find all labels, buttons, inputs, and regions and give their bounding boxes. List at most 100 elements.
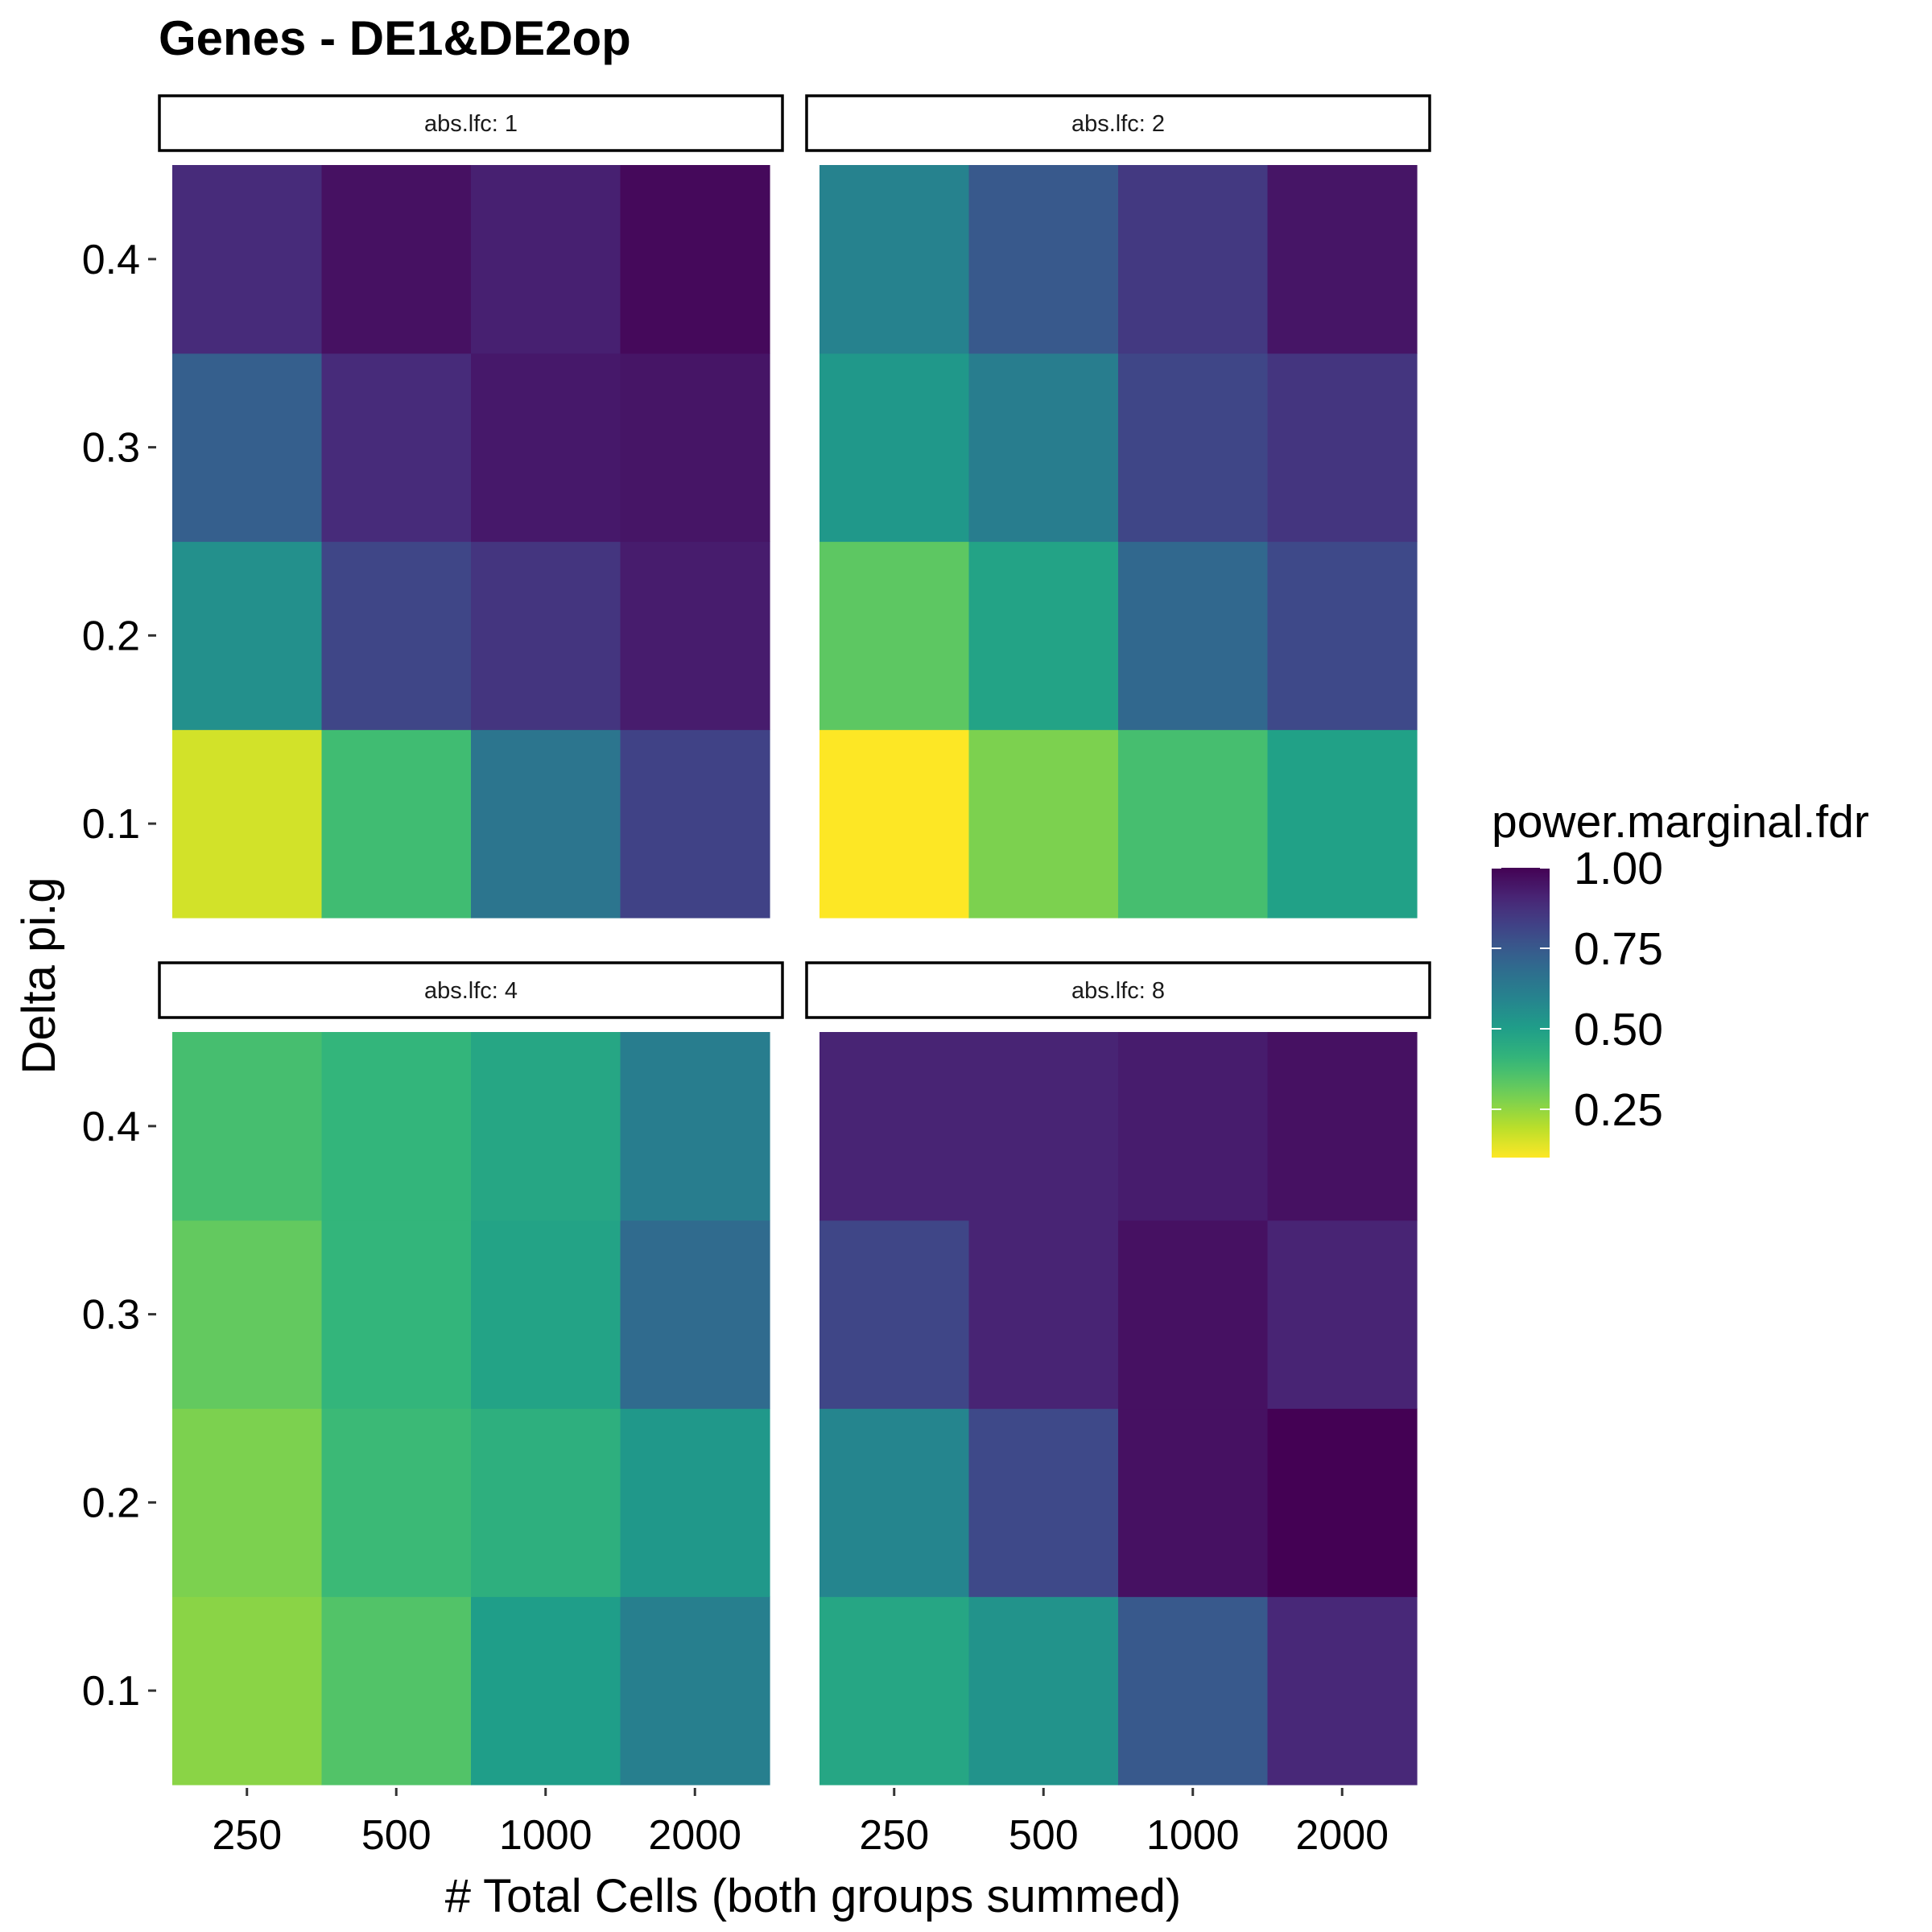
- facet-panel: abs.lfc: 1 0.1 0.2 0.3 0.4: [82, 94, 784, 919]
- heatmap-tile: [819, 353, 970, 543]
- facet-strip-label: abs.lfc: 8: [1071, 978, 1165, 1004]
- colorbar-tick-label: 1.00: [1574, 843, 1663, 894]
- heatmap-tile: [819, 165, 970, 354]
- x-tick-label: 2000: [1295, 1812, 1389, 1859]
- facet-strip: [805, 961, 1431, 1019]
- heatmap-tile: [968, 165, 1119, 354]
- y-axis-title: Delta pi.g: [13, 877, 65, 1074]
- heatmap-tile: [471, 1596, 621, 1785]
- x-tick-label: 2000: [648, 1812, 741, 1859]
- heatmap-tile: [321, 1596, 472, 1785]
- heatmap-tile: [968, 1596, 1119, 1785]
- heatmap-tile: [819, 1032, 970, 1221]
- heatmap-tile: [471, 1032, 621, 1221]
- colorbar-tick-label: 0.75: [1574, 923, 1663, 975]
- y-tick-label: 0.3: [82, 425, 140, 472]
- facet-panels: abs.lfc: 1 0.1 0.2 0.3 0.4 abs.lfc: 2 abs.lfc:…: [82, 94, 1431, 1859]
- facet-strip-label: abs.lfc: 2: [1071, 111, 1165, 137]
- heatmap-tile: [471, 1408, 621, 1597]
- heatmap-tile: [819, 541, 970, 730]
- x-tick-label: 1000: [499, 1812, 592, 1859]
- heatmap-tile: [819, 729, 970, 919]
- facet-strip: [805, 94, 1431, 152]
- facet-panel: abs.lfc: 8 250 500 1000 2000: [805, 961, 1431, 1859]
- facet-strip: [158, 94, 784, 152]
- heatmap-tile: [172, 165, 323, 354]
- x-tick-label: 1000: [1146, 1812, 1240, 1859]
- heatmap-tile: [172, 541, 323, 730]
- x-tick-label: 500: [1009, 1812, 1079, 1859]
- y-tick-label: 0.2: [82, 613, 140, 659]
- heatmap-tile: [471, 1220, 621, 1410]
- y-tick-label: 0.3: [82, 1292, 140, 1339]
- heatmap-tile: [172, 1032, 323, 1221]
- heatmap-tile: [1118, 165, 1269, 354]
- x-axis-title: # Total Cells (both groups summed): [445, 1870, 1181, 1922]
- heatmap-tile: [172, 1596, 323, 1785]
- chart-title: Genes - DE1&DE2op: [159, 11, 631, 65]
- heatmap-tile: [471, 541, 621, 730]
- colorbar: [1492, 868, 1550, 1158]
- heatmap-tile: [321, 165, 472, 354]
- heatmap-tile: [172, 353, 323, 543]
- x-tick-label: 250: [859, 1812, 929, 1859]
- x-tick-label: 500: [361, 1812, 431, 1859]
- heatmap-tile: [1267, 1596, 1418, 1785]
- heatmap-tile: [1118, 1408, 1269, 1597]
- heatmap-tile: [471, 165, 621, 354]
- y-tick-label: 0.1: [82, 1668, 140, 1715]
- colorbar-tick-label: 0.50: [1574, 1004, 1663, 1055]
- heatmap-tile: [471, 729, 621, 919]
- heatmap-tile: [620, 729, 770, 919]
- heatmap-tile: [1118, 353, 1269, 543]
- heatmap-tile: [321, 729, 472, 919]
- facet-strip-label: abs.lfc: 1: [424, 111, 518, 137]
- heatmap-tile: [968, 1408, 1119, 1597]
- heatmap-tile: [321, 353, 472, 543]
- heatmap-tile: [968, 541, 1119, 730]
- heatmap-tile: [1118, 1596, 1269, 1785]
- heatmap-tile: [172, 1408, 323, 1597]
- heatmap-tile: [1267, 165, 1418, 354]
- heatmap-tile: [1267, 1032, 1418, 1221]
- y-tick-label: 0.2: [82, 1480, 140, 1526]
- heatmap-tile: [172, 1220, 323, 1410]
- heatmap-tile: [620, 353, 770, 543]
- facet-panel: abs.lfc: 2: [805, 94, 1431, 919]
- heatmap-tile: [620, 165, 770, 354]
- heatmap-tile: [819, 1596, 970, 1785]
- heatmap-tile: [321, 1408, 472, 1597]
- heatmap-tile: [1118, 541, 1269, 730]
- facet-strip-label: abs.lfc: 4: [424, 978, 518, 1004]
- heatmap-tile: [968, 1032, 1119, 1221]
- heatmap-tile: [620, 1220, 770, 1410]
- heatmap-tile: [620, 1408, 770, 1597]
- heatmap-tile: [1118, 1220, 1269, 1410]
- x-tick-label: 250: [212, 1812, 282, 1859]
- heatmap-tile: [321, 1032, 472, 1221]
- heatmap-tile: [1267, 353, 1418, 543]
- heatmap-tile: [321, 1220, 472, 1410]
- heatmap-tile: [172, 729, 323, 919]
- heatmap-tile: [620, 1032, 770, 1221]
- colorbar-tick-label: 0.25: [1574, 1084, 1663, 1136]
- heatmap-tile: [1267, 541, 1418, 730]
- heatmap-tile: [968, 729, 1119, 919]
- facet-strip: [158, 961, 784, 1019]
- heatmap-tile: [1118, 729, 1269, 919]
- heatmap-tile: [471, 353, 621, 543]
- heatmap-tile: [1267, 1408, 1418, 1597]
- y-tick-label: 0.1: [82, 801, 140, 848]
- y-tick-label: 0.4: [82, 1104, 140, 1150]
- heatmap-tile: [620, 1596, 770, 1785]
- heatmap-tile: [819, 1220, 970, 1410]
- heatmap-tile: [1267, 729, 1418, 919]
- facet-panel: abs.lfc: 4 0.1 0.2 0.3 0.4 250 500 1000 2000: [82, 961, 784, 1859]
- colorbar-legend: power.marginal.fdr 1.00 0.75 0.50 0.25: [1492, 796, 1869, 1158]
- heatmap-tile: [1267, 1220, 1418, 1410]
- heatmap-tile: [819, 1408, 970, 1597]
- legend-title: power.marginal.fdr: [1492, 796, 1869, 848]
- heatmap-tile: [968, 353, 1119, 543]
- y-tick-label: 0.4: [82, 237, 140, 283]
